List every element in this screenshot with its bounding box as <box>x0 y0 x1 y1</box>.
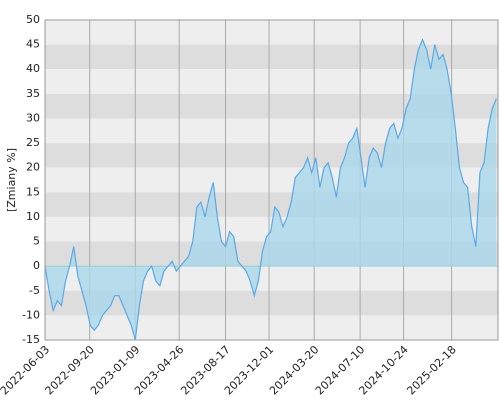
x-tick-label: 2025-02-18 <box>404 343 458 397</box>
plot-frame <box>44 19 499 341</box>
y-tick-label: -10 <box>22 308 40 321</box>
y-tick-label: 35 <box>26 87 40 100</box>
y-axis-label: [Zmiany %] <box>5 148 18 212</box>
grid-band <box>45 315 498 340</box>
y-tick-label: 40 <box>26 62 40 75</box>
y-tick-label: 0 <box>33 259 40 272</box>
y-tick-label: 15 <box>26 185 40 198</box>
y-tick-label: -15 <box>22 333 40 346</box>
y-tick-label: 25 <box>26 136 40 149</box>
y-tick-label: -5 <box>29 284 40 297</box>
grid-band <box>45 20 498 45</box>
y-tick-label: 45 <box>26 38 40 51</box>
y-tick-label: 20 <box>26 161 40 174</box>
y-tick-label: 50 <box>26 13 40 26</box>
line <box>44 38 497 341</box>
y-tick-label: 10 <box>26 210 40 223</box>
y-tick-label: 5 <box>33 235 40 248</box>
area <box>45 39 497 340</box>
y-tick-label: 30 <box>26 111 40 124</box>
